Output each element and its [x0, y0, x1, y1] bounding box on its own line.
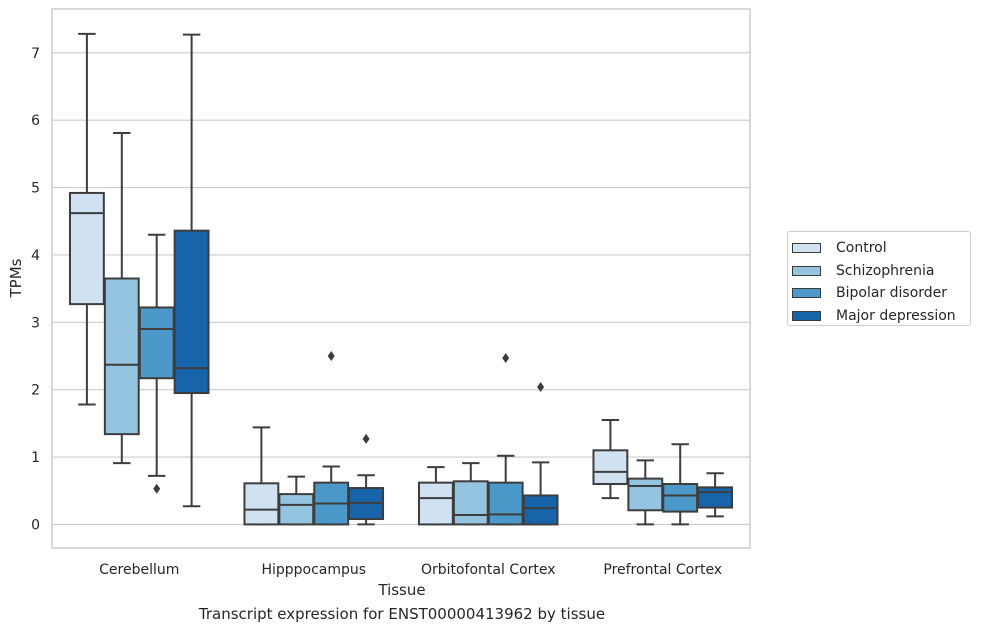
box-iqr [627, 477, 664, 512]
box-iqr [243, 482, 280, 526]
box-group [522, 381, 559, 526]
legend-swatch [792, 310, 821, 321]
legend-label: Schizophrenia [836, 262, 935, 279]
box-group [138, 233, 175, 494]
outlier-point [537, 381, 545, 392]
box-iqr [522, 494, 559, 526]
box-group [243, 426, 280, 526]
legend-label: Control [836, 240, 887, 257]
legend-label: Major depression [836, 307, 956, 324]
legend-label: Bipolar disorder [836, 285, 948, 302]
box-group [278, 475, 315, 526]
y-tick-label: 4 [31, 248, 40, 264]
box-group [452, 462, 489, 526]
y-tick-label: 6 [31, 113, 40, 129]
box-group [487, 353, 524, 526]
box-layer [68, 32, 734, 526]
box-group [313, 350, 350, 526]
box-iqr [278, 493, 315, 526]
y-tick-label: 7 [31, 46, 40, 62]
box-iqr [173, 229, 210, 395]
outlier-point [362, 433, 370, 444]
x-axis-label: Tissue [377, 581, 425, 599]
box-iqr [487, 481, 524, 526]
legend: Control Schizophrenia Bipolar disorder Majo… [787, 231, 971, 326]
outlier-point [502, 353, 510, 364]
legend-item: Bipolar disorder [792, 282, 970, 305]
outlier-point [327, 350, 335, 361]
y-tick-label: 2 [31, 383, 40, 399]
y-tick-labels: 0 1 2 3 4 5 6 7 [31, 46, 40, 534]
box-group [173, 33, 210, 508]
box-iqr [452, 480, 489, 526]
box-group [662, 443, 699, 526]
box-group [68, 32, 105, 406]
legend-item: Major depression [792, 305, 970, 328]
x-tick-label: Prefrontal Cortex [603, 562, 722, 578]
box-group [417, 466, 454, 526]
legend-item: Control [792, 237, 970, 260]
box-group [592, 418, 629, 500]
x-tick-label: Cerebellum [99, 562, 179, 578]
legend-item: Schizophrenia [792, 260, 970, 283]
box-group [627, 459, 664, 526]
box-group [103, 131, 140, 465]
legend-swatch [792, 265, 821, 276]
box-iqr [68, 191, 105, 306]
x-tick-label: Hipppocampus [261, 562, 366, 578]
outlier-point [153, 483, 161, 494]
x-tick-label: Orbitofontal Cortex [421, 562, 556, 578]
y-tick-label: 5 [31, 181, 40, 197]
box-iqr [697, 486, 734, 509]
legend-swatch [792, 288, 821, 299]
x-tick-labels: Cerebellum Hipppocampus Orbitofontal Corte… [99, 562, 722, 578]
box-iqr [662, 482, 699, 513]
box-iqr [417, 481, 454, 526]
y-tick-label: 1 [31, 450, 40, 466]
chart-caption: Transcript expression for ENST0000041396… [198, 605, 606, 623]
box-iqr [138, 306, 175, 380]
y-axis-label: TPMs [7, 258, 25, 298]
box-iqr [103, 277, 140, 436]
plot-frame [51, 8, 751, 549]
legend-swatch [792, 243, 821, 254]
y-tick-label: 0 [31, 517, 40, 533]
box-group [348, 433, 385, 526]
box-iqr [592, 449, 629, 485]
y-tick-label: 3 [31, 315, 40, 331]
box-group [697, 472, 734, 518]
